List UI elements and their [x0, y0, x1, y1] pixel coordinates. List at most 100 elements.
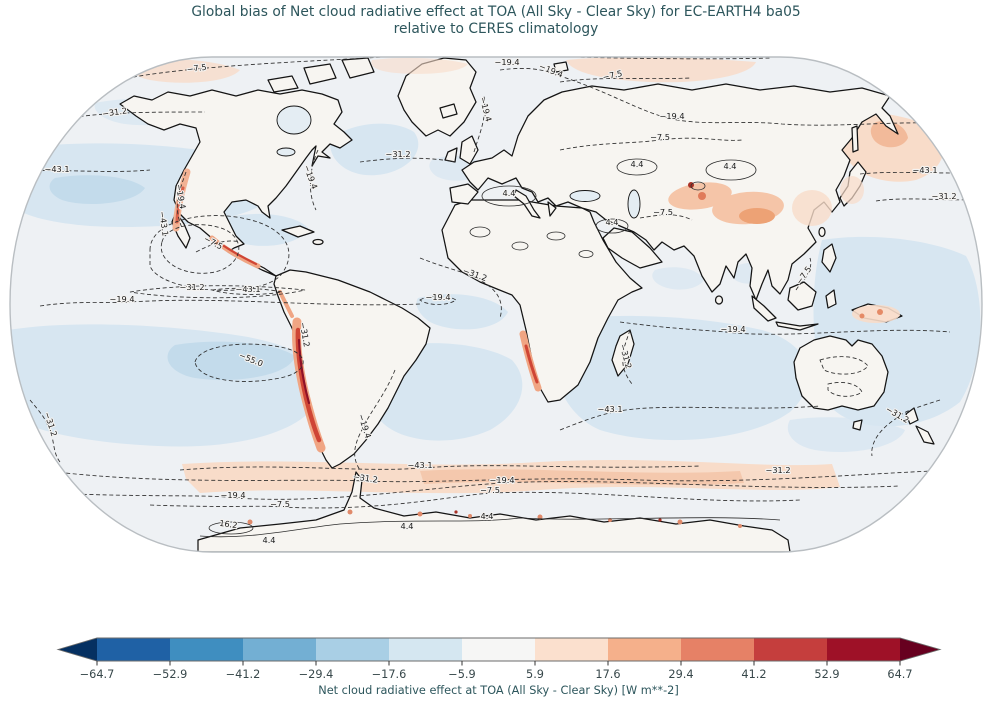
- tasmania: [852, 419, 863, 431]
- colorbar-tick-label: −64.7: [80, 668, 115, 681]
- sumatra: [751, 295, 777, 322]
- arctic-islands-2: [303, 63, 337, 85]
- projection-outline: [9, 56, 983, 553]
- north-america: [119, 89, 353, 277]
- taiwan: [818, 226, 826, 238]
- contour-label: 4.4: [262, 535, 275, 545]
- colorbar-segment: [243, 638, 317, 661]
- colorbar-tick-label: 52.9: [814, 668, 839, 681]
- world-map: −7.5 −7.5 −19.4 −19.4 −7.5 −7.5 −31.2 −31.2 −43.…: [0, 40, 992, 620]
- colorbar-segment: [97, 638, 171, 661]
- africa: [441, 199, 643, 403]
- contour-label: −19.4: [109, 294, 134, 304]
- contour-label: −31.2: [352, 471, 378, 484]
- colorbar-segment: [535, 638, 609, 661]
- plot-title-line2: relative to CERES climatology: [393, 21, 599, 38]
- great-lakes: [276, 147, 296, 157]
- colorbar-extend-max: [900, 638, 940, 661]
- contour-label: 4.4: [502, 188, 515, 198]
- australia: [793, 335, 889, 411]
- iberia: [449, 183, 479, 205]
- contour-label: 4.4: [605, 217, 618, 227]
- contour-label: 4.4: [630, 159, 643, 169]
- colorbar-tick-label: 64.7: [887, 668, 912, 681]
- arctic-islands: [267, 75, 299, 93]
- colorbar-svg: −64.7 −52.9 −41.2 −29.4 −17.6 −5.9 5.9 17.6 29.4…: [56, 637, 942, 697]
- contour-label: −7.5: [480, 485, 500, 495]
- contour-label: −31.2: [101, 105, 127, 118]
- svalbard: [553, 61, 569, 73]
- contour-label: −7.5: [186, 62, 207, 75]
- cuba: [281, 225, 315, 238]
- contour-label: −7.5: [650, 132, 670, 142]
- contour-label: −43.1: [597, 404, 622, 414]
- colorbar-segment: [170, 638, 244, 661]
- sulawesi: [825, 289, 837, 309]
- colorbar-tick-label: −41.2: [226, 668, 261, 681]
- colorbar-tick-label: −17.6: [372, 668, 407, 681]
- plot-title: Global bias of Net cloud radiative effec…: [0, 4, 992, 38]
- iceland: [439, 103, 458, 119]
- plot-title-line1: Global bias of Net cloud radiative effec…: [191, 4, 801, 20]
- colorbar-segment: [754, 638, 828, 661]
- contour-label: −7.5: [270, 499, 290, 509]
- contour-label: 4.4: [723, 161, 736, 171]
- borneo: [787, 281, 817, 311]
- contour-label: −43.1: [44, 164, 69, 174]
- black-sea: [569, 190, 601, 202]
- antarctic-coast-specks: [247, 509, 742, 528]
- contour-label: 16.2: [219, 518, 238, 530]
- new-zealand-south: [915, 425, 935, 445]
- contour-label: −19.4: [425, 292, 450, 302]
- sakhalin: [851, 125, 859, 153]
- british-isles: [459, 135, 479, 165]
- contour-label: −43.1: [912, 165, 937, 175]
- colorbar-tick-label: 41.2: [741, 668, 766, 681]
- positive-contours: [199, 158, 781, 538]
- colorbar-tick-label: 17.6: [595, 668, 620, 681]
- colorbar-segment: [316, 638, 390, 661]
- caspian-sea: [627, 189, 641, 219]
- colorbar-axis-label: Net cloud radiative effect at TOA (All S…: [318, 684, 679, 697]
- colorbar-extend-min: [58, 638, 97, 661]
- colorbar-segment: [827, 638, 901, 661]
- contour-label: −19.4: [220, 490, 245, 500]
- colorbar: −64.7 −52.9 −41.2 −29.4 −17.6 −5.9 5.9 17.6 29.4…: [0, 630, 992, 702]
- red-bias-ridges: [172, 168, 542, 453]
- contour-label: −19.4: [174, 183, 188, 209]
- colorbar-tick-label: 29.4: [668, 668, 693, 681]
- contour-label: −19.4: [659, 111, 684, 121]
- colorbar-tick-label: −52.9: [153, 668, 188, 681]
- map-svg: −7.5 −7.5 −19.4 −19.4 −7.5 −7.5 −31.2 −31.2 −43.…: [9, 47, 983, 553]
- contour-label: −43.1: [235, 284, 260, 294]
- madagascar: [611, 329, 635, 377]
- land-peach-shading: [371, 57, 900, 323]
- contour-label: −31.2: [765, 465, 790, 475]
- philippines: [821, 243, 837, 273]
- colorbar-segment: [608, 638, 682, 661]
- contour-label: −7.5: [422, 47, 442, 57]
- arabia: [602, 227, 663, 269]
- colorbar-segment: [462, 638, 536, 661]
- colorbar-segment: [681, 638, 755, 661]
- colorbar-segment: [389, 638, 463, 661]
- contour-label: −31.2: [179, 282, 204, 292]
- contour-label: −19.4: [720, 324, 745, 334]
- contour-label: −43.1: [407, 460, 432, 470]
- colorbar-tick-label: −29.4: [299, 668, 334, 681]
- contour-label: −31.2: [931, 191, 956, 201]
- colorbar-tick-label: 5.9: [526, 668, 544, 681]
- contour-label: −43.1: [157, 210, 170, 236]
- contour-label: −31.2: [385, 149, 410, 159]
- contour-label: −7.5: [653, 207, 673, 217]
- contour-label: 4.4: [480, 511, 493, 521]
- peach-shading: [129, 59, 944, 494]
- sri-lanka: [714, 295, 724, 305]
- hudson-bay: [276, 105, 312, 135]
- contour-label: −19.4: [494, 57, 519, 67]
- contour-label: 4.4: [400, 521, 413, 531]
- contour-lines: [10, 57, 982, 509]
- colorbar-bar: −64.7 −52.9 −41.2 −29.4 −17.6 −5.9 5.9 17.6 29.4…: [56, 637, 942, 697]
- italy: [513, 189, 541, 219]
